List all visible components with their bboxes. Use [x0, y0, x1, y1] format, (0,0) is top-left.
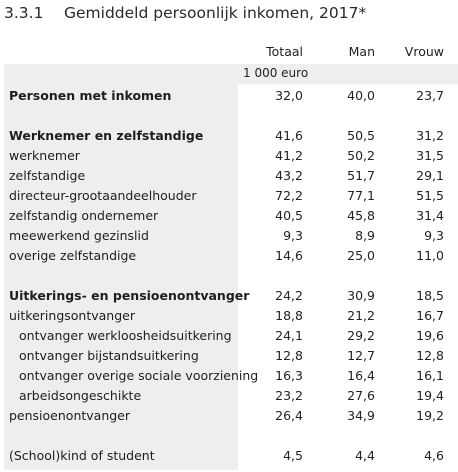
table-row: pensioenontvanger 26,4 34,9 19,2: [0, 406, 458, 426]
table-row: Uitkerings- en pensioenontvanger 24,2 30,9…: [0, 286, 458, 306]
column-header-totaal: Totaal: [266, 44, 303, 59]
cell-totaal: 16,3: [275, 368, 303, 383]
cell-man: 21,2: [347, 308, 375, 323]
column-header-man: Man: [348, 44, 375, 59]
table-row: uitkeringsontvanger 18,8 21,2 16,7: [0, 306, 458, 326]
cell-man: 12,7: [347, 348, 375, 363]
cell-vrouw: 19,6: [416, 328, 444, 343]
spacer-row: [0, 106, 458, 126]
row-label: ontvanger werkloosheidsuitkering: [19, 328, 232, 343]
cell-vrouw: 12,8: [416, 348, 444, 363]
row-label: zelfstandig ondernemer: [9, 208, 159, 223]
row-label-panel: [4, 64, 238, 470]
cell-vrouw: 31,4: [416, 208, 444, 223]
cell-vrouw: 19,2: [416, 408, 444, 423]
row-label: Uitkerings- en pensioenontvanger: [9, 288, 250, 303]
cell-vrouw: 4,6: [424, 448, 444, 463]
table-row: zelfstandige 43,2 51,7 29,1: [0, 166, 458, 186]
cell-totaal: 9,3: [283, 228, 303, 243]
cell-totaal: 24,1: [275, 328, 303, 343]
cell-vrouw: 51,5: [416, 188, 444, 203]
row-label: overige zelfstandige: [9, 248, 137, 263]
table-title-text: Gemiddeld persoonlijk inkomen, 2017*: [64, 4, 367, 22]
table-row: ontvanger overige sociale voorziening 16,…: [0, 366, 458, 386]
cell-vrouw: 16,7: [416, 308, 444, 323]
table-row: zelfstandig ondernemer 40,5 45,8 31,4: [0, 206, 458, 226]
cell-man: 45,8: [347, 208, 375, 223]
cell-vrouw: 19,4: [416, 388, 444, 403]
cell-totaal: 40,5: [275, 208, 303, 223]
table-body: Personen met inkomen 32,0 40,0 23,7 Werkneme…: [0, 86, 458, 466]
cell-totaal: 26,4: [275, 408, 303, 423]
cell-vrouw: 16,1: [416, 368, 444, 383]
cell-man: 27,6: [347, 388, 375, 403]
table-row: meewerkend gezinslid 9,3 8,9 9,3: [0, 226, 458, 246]
cell-totaal: 23,2: [275, 388, 303, 403]
table-row: ontvanger werkloosheidsuitkering 24,1 29,2…: [0, 326, 458, 346]
cell-man: 16,4: [347, 368, 375, 383]
spacer-row: [0, 426, 458, 446]
cell-man: 4,4: [355, 448, 375, 463]
cell-totaal: 14,6: [275, 248, 303, 263]
row-label: pensioenontvanger: [9, 408, 131, 423]
row-label: werknemer: [9, 148, 80, 163]
cell-vrouw: 23,7: [416, 88, 444, 103]
table-row: Werknemer en zelfstandige 41,6 50,5 31,2: [0, 126, 458, 146]
cell-vrouw: 29,1: [416, 168, 444, 183]
cell-man: 25,0: [347, 248, 375, 263]
table-row: ontvanger bijstandsuitkering 12,8 12,7 12,8: [0, 346, 458, 366]
cell-vrouw: 31,2: [416, 128, 444, 143]
cell-man: 40,0: [347, 88, 375, 103]
cell-totaal: 24,2: [275, 288, 303, 303]
table-number: 3.3.1: [4, 4, 44, 22]
spacer-row: [0, 266, 458, 286]
row-label: Werknemer en zelfstandige: [9, 128, 204, 143]
table-row: arbeidsongeschikte 23,2 27,6 19,4: [0, 386, 458, 406]
cell-man: 34,9: [347, 408, 375, 423]
table-row: werknemer 41,2 50,2 31,5: [0, 146, 458, 166]
cell-man: 30,9: [347, 288, 375, 303]
unit-strip: [238, 64, 458, 84]
table-row: directeur-grootaandeelhouder 72,2 77,1 51,5: [0, 186, 458, 206]
cell-vrouw: 18,5: [416, 288, 444, 303]
cell-totaal: 43,2: [275, 168, 303, 183]
row-label: ontvanger bijstandsuitkering: [19, 348, 199, 363]
cell-totaal: 32,0: [275, 88, 303, 103]
table-row: overige zelfstandige 14,6 25,0 11,0: [0, 246, 458, 266]
cell-man: 50,2: [347, 148, 375, 163]
table-title: 3.3.1 Gemiddeld persoonlijk inkomen, 201…: [4, 2, 366, 24]
row-label: (School)kind of student: [9, 448, 155, 463]
row-label: zelfstandige: [9, 168, 86, 183]
cell-totaal: 4,5: [283, 448, 303, 463]
cell-vrouw: 31,5: [416, 148, 444, 163]
cell-totaal: 18,8: [275, 308, 303, 323]
row-label: arbeidsongeschikte: [19, 388, 142, 403]
cell-man: 50,5: [347, 128, 375, 143]
cell-man: 29,2: [347, 328, 375, 343]
row-label: Personen met inkomen: [9, 88, 172, 103]
table-row: (School)kind of student 4,5 4,4 4,6: [0, 446, 458, 466]
cell-totaal: 72,2: [275, 188, 303, 203]
row-label: directeur-grootaandeelhouder: [9, 188, 197, 203]
cell-man: 77,1: [347, 188, 375, 203]
row-label: meewerkend gezinslid: [9, 228, 149, 243]
cell-man: 51,7: [347, 168, 375, 183]
unit-label: 1 000 euro: [243, 66, 309, 80]
table-row: Personen met inkomen 32,0 40,0 23,7: [0, 86, 458, 106]
cell-totaal: 41,6: [275, 128, 303, 143]
cell-vrouw: 9,3: [424, 228, 444, 243]
cell-vrouw: 11,0: [416, 248, 444, 263]
row-label: ontvanger overige sociale voorziening: [19, 368, 259, 383]
cell-man: 8,9: [355, 228, 375, 243]
cell-totaal: 41,2: [275, 148, 303, 163]
row-label: uitkeringsontvanger: [9, 308, 135, 323]
cell-totaal: 12,8: [275, 348, 303, 363]
column-header-vrouw: Vrouw: [404, 44, 444, 59]
